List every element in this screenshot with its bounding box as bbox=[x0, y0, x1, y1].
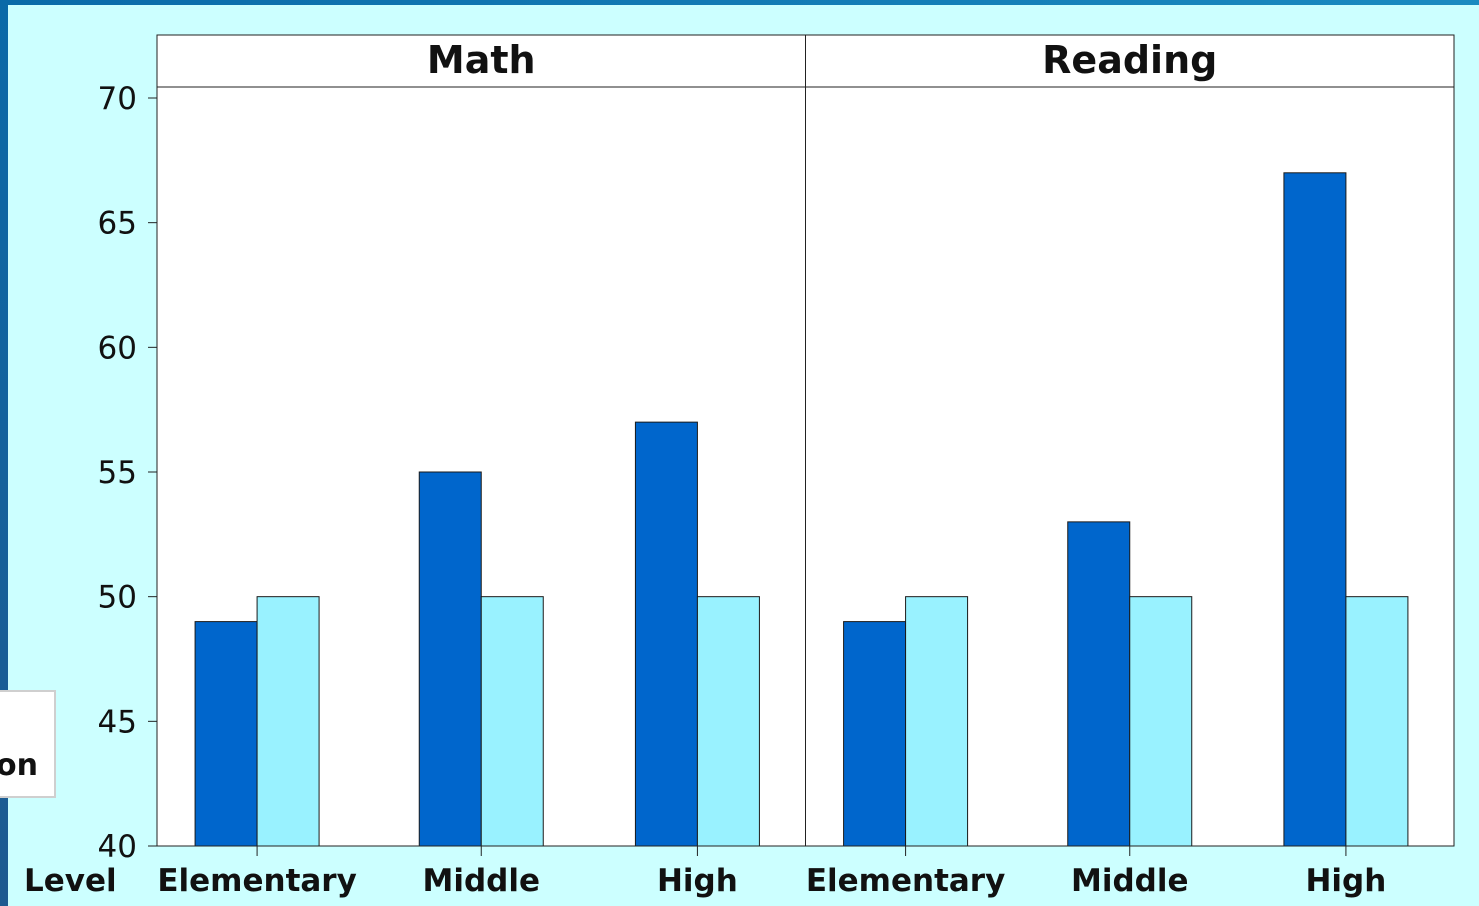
x-axis-title: Level bbox=[24, 863, 117, 899]
panel-title: Reading bbox=[1042, 38, 1217, 82]
y-tick-label: 40 bbox=[98, 829, 137, 865]
bar-reading-middle-series-2 bbox=[1129, 596, 1193, 847]
x-tick-label: High bbox=[657, 863, 738, 899]
bar-math-high-series-2 bbox=[696, 596, 760, 847]
x-tick-label: Middle bbox=[1071, 863, 1189, 899]
legend-fragment-text: on bbox=[0, 748, 38, 783]
legend-box: on bbox=[0, 690, 56, 798]
bar-reading-elementary-series-2 bbox=[905, 596, 969, 847]
panel-title: Math bbox=[427, 38, 536, 82]
y-tick-label: 50 bbox=[98, 580, 137, 616]
window-frame-left bbox=[0, 0, 8, 906]
bar-math-middle-series-1 bbox=[418, 471, 482, 847]
y-tick-label: 65 bbox=[98, 206, 137, 242]
y-tick-label: 70 bbox=[98, 81, 137, 117]
bar-reading-elementary-series-1 bbox=[843, 621, 907, 847]
y-tick-label: 55 bbox=[98, 455, 137, 491]
x-tick-label: High bbox=[1305, 863, 1386, 899]
bar-reading-middle-series-1 bbox=[1067, 521, 1131, 847]
bar-math-elementary-series-2 bbox=[256, 596, 320, 847]
y-tick-label: 45 bbox=[98, 704, 137, 740]
bar-reading-high-series-2 bbox=[1345, 596, 1409, 847]
bar-math-middle-series-2 bbox=[480, 596, 544, 847]
plot-border bbox=[156, 34, 1455, 847]
bar-math-elementary-series-1 bbox=[194, 621, 258, 847]
x-tick-label: Elementary bbox=[157, 863, 356, 899]
bar-math-high-series-1 bbox=[634, 421, 698, 847]
y-tick-label: 60 bbox=[98, 330, 137, 366]
x-tick-label: Elementary bbox=[806, 863, 1005, 899]
window-frame-top bbox=[0, 0, 1479, 5]
x-tick-label: Middle bbox=[422, 863, 540, 899]
bar-reading-high-series-1 bbox=[1283, 172, 1347, 847]
